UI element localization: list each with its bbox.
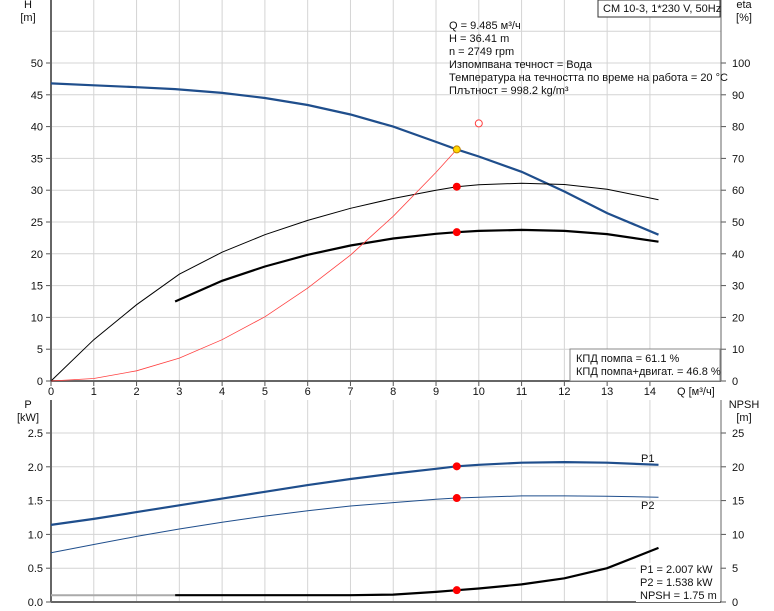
x-tick-label: 3	[176, 386, 182, 398]
y-axis-label-right: [%]	[736, 12, 752, 24]
x-tick-label: 2	[133, 386, 139, 398]
y-tick-left: 1.0	[28, 529, 43, 541]
series-line-0	[50, 460, 659, 526]
y-tick-right: 90	[732, 90, 744, 102]
y-axis-label-left: [m]	[20, 12, 35, 24]
efficiency-line: КПД помпа+двигат. = 46.8 %	[576, 366, 721, 378]
y-axis-label-left: [kW]	[17, 412, 39, 424]
y-tick-right: 25	[732, 428, 744, 440]
y-tick-left: 15	[31, 281, 43, 293]
y-tick-right: 10	[732, 344, 744, 356]
x-tick-label: 9	[433, 386, 439, 398]
power-info-line: NPSH = 1.75 m	[640, 590, 717, 602]
y-axis-label-right: [m]	[736, 412, 751, 424]
duty-point	[452, 145, 461, 154]
y-tick-left: 0.0	[28, 597, 43, 609]
series-line-3	[50, 149, 458, 382]
x-tick-label: 1	[91, 386, 97, 398]
y-tick-right: 20	[732, 462, 744, 474]
power-npsh-chart: 0.0 0.5 1.0 1.5 2.0 2.5 0 5 10 15 20 25 P[kW] NPSH[m]…	[17, 399, 759, 609]
power-info-line: P1 = 2.007 kW	[640, 564, 713, 576]
y-axis-label-left: P	[24, 399, 31, 411]
y-tick-left: 35	[31, 153, 43, 165]
y-tick-right: 15	[732, 496, 744, 508]
x-tick-label: 13	[601, 386, 613, 398]
eta-pump-point	[452, 182, 461, 191]
x-tick-label: 4	[219, 386, 225, 398]
y-tick-left: 30	[31, 185, 43, 197]
series-line-0	[50, 82, 659, 236]
y-tick-left: 10	[31, 312, 43, 324]
y-tick-right: 80	[732, 122, 744, 134]
y-tick-right: 5	[732, 563, 738, 575]
y-tick-left: 45	[31, 90, 43, 102]
y-axis-label-right: NPSH	[729, 399, 760, 411]
info-line: n = 2749 rpm	[449, 46, 514, 58]
y-tick-right: 100	[732, 58, 750, 70]
npsh-point	[452, 586, 461, 595]
y-tick-right: 40	[732, 249, 744, 261]
system-end-point	[474, 119, 483, 128]
y-tick-left: 20	[31, 249, 43, 261]
y-tick-right: 0	[732, 376, 738, 388]
x-tick-label: 14	[644, 386, 656, 398]
performance-chart: 0510152025303540455001020304050607080901…	[20, 0, 753, 398]
y-tick-left: 0	[37, 376, 43, 388]
x-tick-label: 10	[473, 386, 485, 398]
y-tick-right: 70	[732, 153, 744, 165]
series-line-1	[50, 495, 659, 554]
x-tick-label: 11	[516, 386, 527, 398]
eta-total-point	[452, 228, 461, 237]
power-info-box	[636, 563, 720, 602]
y-tick-left: 40	[31, 122, 43, 134]
efficiency-box	[569, 348, 721, 382]
info-line: Плътност = 998.2 kg/m³	[449, 85, 569, 97]
y-tick-right: 0	[732, 597, 738, 609]
info-line: H = 36.41 m	[449, 33, 509, 45]
y-tick-right: 60	[732, 185, 744, 197]
x-tick-label: 5	[262, 386, 268, 398]
chart-title: CM 10-3, 1*230 V, 50Hz	[603, 3, 721, 15]
x-tick-label: 12	[558, 386, 570, 398]
title-box	[597, 0, 721, 18]
y-axis-label-right: eta	[736, 0, 752, 11]
y-tick-right: 20	[732, 312, 744, 324]
y-tick-left: 2.0	[28, 462, 43, 474]
x-tick-label: 0	[48, 386, 54, 398]
y-tick-left: 5	[37, 344, 43, 356]
y-tick-right: 10	[732, 529, 744, 541]
p2-point	[452, 494, 461, 503]
x-tick-label: 7	[347, 386, 353, 398]
y-tick-left: 0.5	[28, 563, 43, 575]
y-axis-label-left: H	[24, 0, 32, 11]
x-axis-label: Q [м³/ч]	[677, 386, 715, 398]
power-info-line: P2 = 1.538 kW	[640, 577, 713, 589]
series-line-2	[174, 228, 659, 303]
x-tick-label: 6	[305, 386, 311, 398]
y-tick-left: 25	[31, 217, 43, 229]
p2-label: P2	[641, 500, 654, 512]
p1-point	[452, 462, 461, 471]
x-tick-label: 8	[390, 386, 396, 398]
efficiency-line: КПД помпа = 61.1 %	[576, 353, 680, 365]
y-tick-left: 1.5	[28, 496, 43, 508]
series-line-1	[50, 182, 659, 382]
y-tick-left: 50	[31, 58, 43, 70]
p1-label: P1	[641, 453, 654, 465]
y-tick-left: 2.5	[28, 428, 43, 440]
info-line: Изпомпвана течност = Вода	[449, 59, 593, 71]
info-line: Температура на течността по време на раб…	[449, 72, 728, 84]
y-tick-right: 50	[732, 217, 744, 229]
info-line: Q = 9.485 м³/ч	[449, 20, 521, 32]
y-tick-right: 30	[732, 281, 744, 293]
